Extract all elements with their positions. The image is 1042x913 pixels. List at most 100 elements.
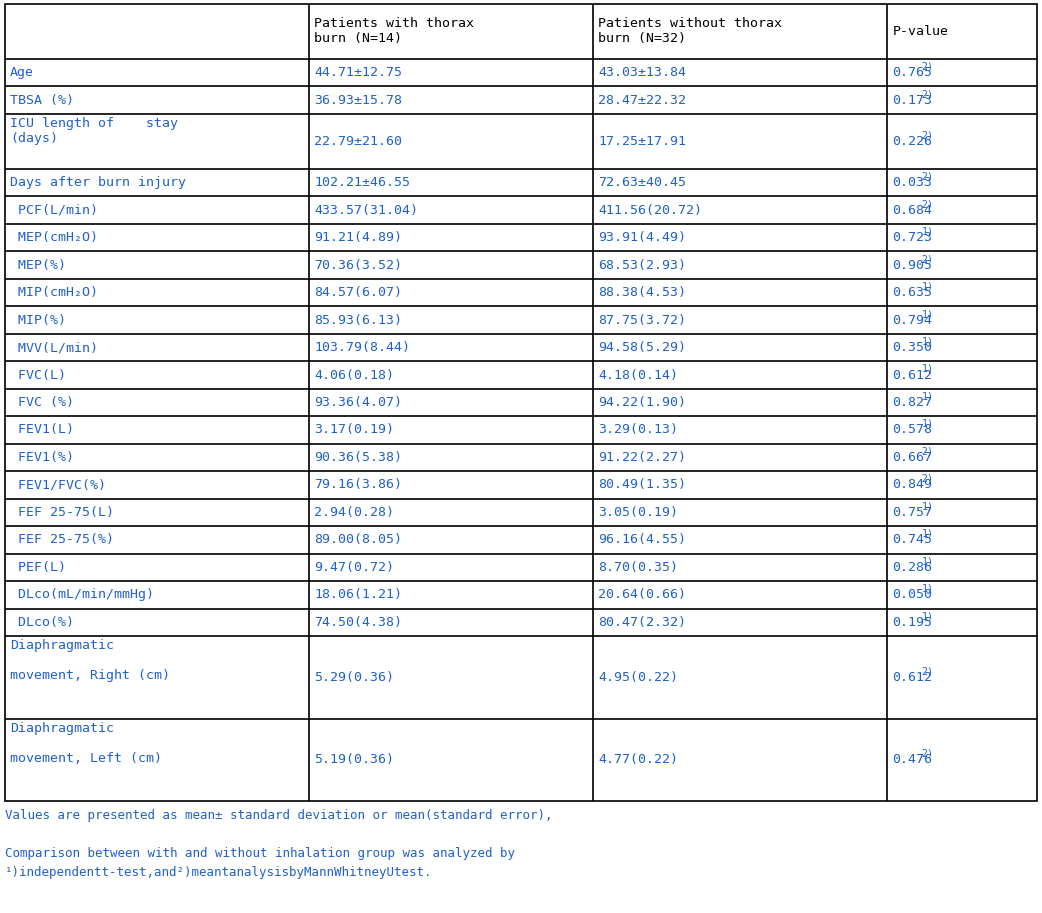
- Text: FVC (%): FVC (%): [10, 396, 74, 409]
- Text: 0.050: 0.050: [892, 588, 933, 602]
- Text: 9.47(0.72): 9.47(0.72): [315, 561, 395, 574]
- Text: 93.36(4.07): 93.36(4.07): [315, 396, 402, 409]
- Text: 1): 1): [922, 226, 934, 236]
- Text: ¹)independentt-test,and²)meantanalysisbyMannWhitneyUtest.: ¹)independentt-test,and²)meantanalysisby…: [5, 866, 432, 879]
- Text: FEV1/FVC(%): FEV1/FVC(%): [10, 478, 106, 491]
- Text: 1): 1): [922, 392, 934, 402]
- Text: DLco(mL/min/mmHg): DLco(mL/min/mmHg): [10, 588, 154, 602]
- Text: 0.033: 0.033: [892, 176, 933, 189]
- Text: 87.75(3.72): 87.75(3.72): [598, 313, 687, 327]
- Text: MEP(%): MEP(%): [10, 258, 66, 271]
- Text: 2): 2): [922, 254, 934, 264]
- Text: 74.50(4.38): 74.50(4.38): [315, 616, 402, 629]
- Text: 8.70(0.35): 8.70(0.35): [598, 561, 678, 574]
- Text: MIP(%): MIP(%): [10, 313, 66, 327]
- Text: Diaphragmatic

movement, Right (cm): Diaphragmatic movement, Right (cm): [10, 639, 170, 682]
- Text: 0.612: 0.612: [892, 671, 933, 684]
- Text: 89.00(8.05): 89.00(8.05): [315, 533, 402, 546]
- Text: 1): 1): [922, 337, 934, 347]
- Text: 22.79±21.60: 22.79±21.60: [315, 135, 402, 148]
- Text: 0.794: 0.794: [892, 313, 933, 327]
- Text: Patients with thorax
burn (N=14): Patients with thorax burn (N=14): [315, 17, 474, 46]
- Text: 0.226: 0.226: [892, 135, 933, 148]
- Text: 0.745: 0.745: [892, 533, 933, 546]
- Text: 93.91(4.49): 93.91(4.49): [598, 231, 687, 244]
- Text: MIP(cmH₂O): MIP(cmH₂O): [10, 286, 98, 299]
- Text: 0.578: 0.578: [892, 424, 933, 436]
- Text: 0.173: 0.173: [892, 94, 933, 107]
- Text: 0.765: 0.765: [892, 67, 933, 79]
- Text: Days after burn injury: Days after burn injury: [10, 176, 187, 189]
- Text: 2): 2): [922, 474, 934, 484]
- Text: 68.53(2.93): 68.53(2.93): [598, 258, 687, 271]
- Text: 72.63±40.45: 72.63±40.45: [598, 176, 687, 189]
- Text: 18.06(1.21): 18.06(1.21): [315, 588, 402, 602]
- Text: 2): 2): [922, 62, 934, 71]
- Text: 36.93±15.78: 36.93±15.78: [315, 94, 402, 107]
- Text: TBSA (%): TBSA (%): [10, 94, 74, 107]
- Text: 0.684: 0.684: [892, 204, 933, 216]
- Text: P-value: P-value: [892, 25, 948, 38]
- Text: 0.612: 0.612: [892, 369, 933, 382]
- Text: Values are presented as mean± standard deviation or mean(standard error),: Values are presented as mean± standard d…: [5, 809, 552, 822]
- Text: 4.18(0.14): 4.18(0.14): [598, 369, 678, 382]
- Text: 91.21(4.89): 91.21(4.89): [315, 231, 402, 244]
- Text: 5.19(0.36): 5.19(0.36): [315, 753, 395, 766]
- Text: 0.286: 0.286: [892, 561, 933, 574]
- Text: 2): 2): [922, 446, 934, 456]
- Text: Diaphragmatic

movement, Left (cm): Diaphragmatic movement, Left (cm): [10, 721, 162, 764]
- Text: MVV(L/min): MVV(L/min): [10, 341, 98, 354]
- Text: 2.94(0.28): 2.94(0.28): [315, 506, 395, 519]
- Text: 28.47±22.32: 28.47±22.32: [598, 94, 687, 107]
- Text: 4.77(0.22): 4.77(0.22): [598, 753, 678, 766]
- Text: 1): 1): [922, 501, 934, 511]
- Text: 94.22(1.90): 94.22(1.90): [598, 396, 687, 409]
- Text: 4.95(0.22): 4.95(0.22): [598, 671, 678, 684]
- Text: 91.22(2.27): 91.22(2.27): [598, 451, 687, 464]
- Text: 1): 1): [922, 281, 934, 291]
- Text: 0.849: 0.849: [892, 478, 933, 491]
- Text: 80.49(1.35): 80.49(1.35): [598, 478, 687, 491]
- Text: Comparison between with and without inhalation group was analyzed by: Comparison between with and without inha…: [5, 847, 515, 860]
- Text: 1): 1): [922, 529, 934, 539]
- Text: 20.64(0.66): 20.64(0.66): [598, 588, 687, 602]
- Text: 85.93(6.13): 85.93(6.13): [315, 313, 402, 327]
- Text: 1): 1): [922, 364, 934, 374]
- Text: 84.57(6.07): 84.57(6.07): [315, 286, 402, 299]
- Text: 2): 2): [922, 749, 934, 759]
- Text: 411.56(20.72): 411.56(20.72): [598, 204, 702, 216]
- Text: 88.38(4.53): 88.38(4.53): [598, 286, 687, 299]
- Text: 43.03±13.84: 43.03±13.84: [598, 67, 687, 79]
- Text: 0.195: 0.195: [892, 616, 933, 629]
- Text: 0.476: 0.476: [892, 753, 933, 766]
- Text: 2): 2): [922, 89, 934, 100]
- Text: 80.47(2.32): 80.47(2.32): [598, 616, 687, 629]
- Text: 0.827: 0.827: [892, 396, 933, 409]
- Text: 1): 1): [922, 309, 934, 319]
- Bar: [5, 4, 1037, 801]
- Text: FEF 25-75(L): FEF 25-75(L): [10, 506, 114, 519]
- Text: 70.36(3.52): 70.36(3.52): [315, 258, 402, 271]
- Text: PCF(L/min): PCF(L/min): [10, 204, 98, 216]
- Text: 2): 2): [922, 131, 934, 141]
- Text: 2): 2): [922, 172, 934, 182]
- Text: FEV1(L): FEV1(L): [10, 424, 74, 436]
- Text: 3.05(0.19): 3.05(0.19): [598, 506, 678, 519]
- Text: Age: Age: [10, 67, 34, 79]
- Text: 0.757: 0.757: [892, 506, 933, 519]
- Text: 1): 1): [922, 556, 934, 566]
- Text: 2): 2): [922, 199, 934, 209]
- Text: 0.635: 0.635: [892, 286, 933, 299]
- Text: 1): 1): [922, 583, 934, 593]
- Text: 2): 2): [922, 666, 934, 677]
- Text: 5.29(0.36): 5.29(0.36): [315, 671, 395, 684]
- Text: FEF 25-75(%): FEF 25-75(%): [10, 533, 114, 546]
- Text: 0.905: 0.905: [892, 258, 933, 271]
- Text: 4.06(0.18): 4.06(0.18): [315, 369, 395, 382]
- Text: FVC(L): FVC(L): [10, 369, 66, 382]
- Text: 17.25±17.91: 17.25±17.91: [598, 135, 687, 148]
- Text: 0.723: 0.723: [892, 231, 933, 244]
- Text: 94.58(5.29): 94.58(5.29): [598, 341, 687, 354]
- Text: PEF(L): PEF(L): [10, 561, 66, 574]
- Text: 103.79(8.44): 103.79(8.44): [315, 341, 411, 354]
